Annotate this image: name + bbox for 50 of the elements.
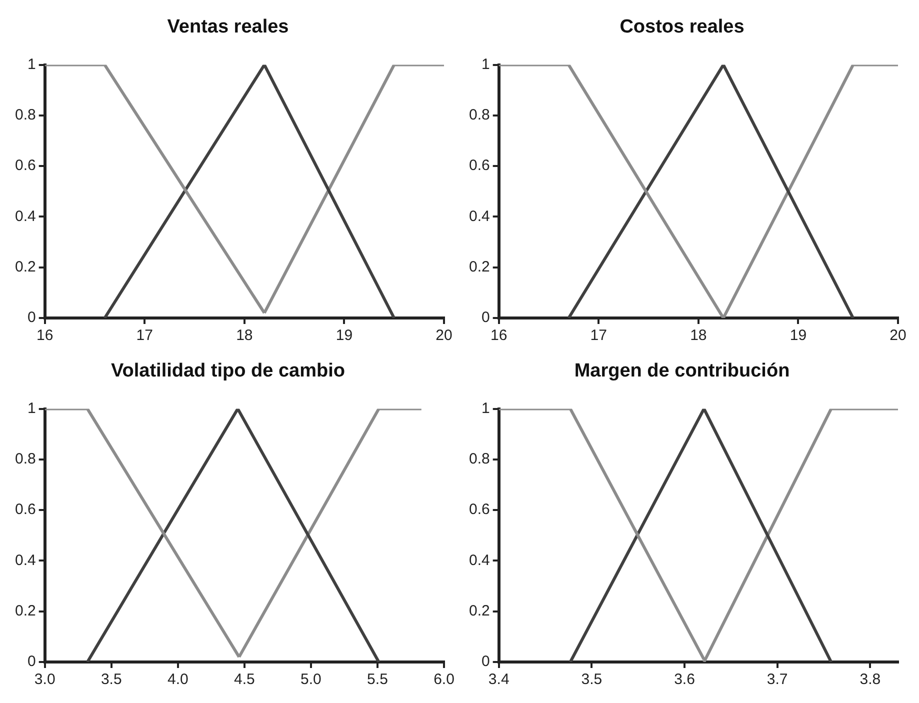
y-tick-label: 0.8 — [468, 450, 490, 468]
x-tick-label: 3.0 — [34, 671, 56, 688]
x-tick-label: 3.5 — [581, 671, 602, 688]
x-tick-label: 16 — [36, 327, 54, 344]
y-tick-label: 1 — [28, 56, 36, 73]
x-tick-label: 19 — [790, 327, 807, 344]
y-tick-label: 0.2 — [468, 258, 490, 276]
y-tick-label: 0.8 — [14, 106, 36, 124]
y-tick-label: 0.6 — [468, 501, 490, 518]
y-tick-label: 0 — [482, 653, 490, 670]
y-tick-label: 0.6 — [468, 157, 490, 174]
x-tick-label: 18 — [236, 327, 253, 344]
x-tick-label: 17 — [590, 327, 607, 344]
x-tick-label: 5.5 — [367, 671, 388, 688]
x-tick-label: 4.0 — [167, 671, 188, 688]
y-tick-label: 0.4 — [14, 552, 36, 569]
y-tick-label: 0.2 — [468, 602, 490, 620]
y-tick-label: 0.2 — [14, 602, 36, 620]
x-tick-label: 3.6 — [674, 671, 695, 688]
y-tick-label: 0.4 — [468, 208, 490, 225]
y-tick-label: 0.6 — [14, 501, 36, 518]
y-tick-label: 0.6 — [14, 157, 36, 174]
x-tick-label: 3.5 — [100, 671, 122, 688]
x-tick-label: 3.8 — [860, 671, 881, 688]
y-tick-label: 0.8 — [468, 106, 490, 124]
y-tick-label: 0.2 — [14, 258, 36, 276]
y-tick-label: 0 — [28, 653, 36, 670]
y-tick-label: 1 — [28, 400, 36, 417]
chart-title: Ventas reales — [167, 16, 289, 38]
y-tick-label: 1 — [482, 400, 490, 417]
x-tick-label: 20 — [436, 327, 452, 344]
x-tick-label: 17 — [136, 327, 153, 344]
x-tick-label: 16 — [490, 327, 508, 344]
x-tick-label: 20 — [890, 327, 906, 344]
x-tick-label: 6.0 — [434, 671, 454, 688]
chart-title: Costos reales — [620, 16, 744, 38]
y-tick-label: 1 — [482, 56, 490, 73]
y-tick-label: 0 — [28, 309, 36, 326]
y-tick-label: 0.8 — [14, 450, 36, 468]
y-tick-label: 0.4 — [14, 208, 36, 225]
y-tick-label: 0.4 — [468, 552, 490, 569]
x-tick-label: 19 — [336, 327, 353, 344]
x-tick-label: 3.7 — [766, 671, 788, 688]
y-tick-label: 0 — [482, 309, 490, 326]
x-tick-label: 3.4 — [488, 671, 510, 688]
x-tick-label: 5.0 — [300, 671, 322, 688]
chart-title: Margen de contribución — [574, 360, 790, 382]
chart-title: Volatilidad tipo de cambio — [110, 360, 346, 382]
x-tick-label: 4.5 — [234, 671, 255, 688]
x-tick-label: 18 — [690, 327, 707, 344]
